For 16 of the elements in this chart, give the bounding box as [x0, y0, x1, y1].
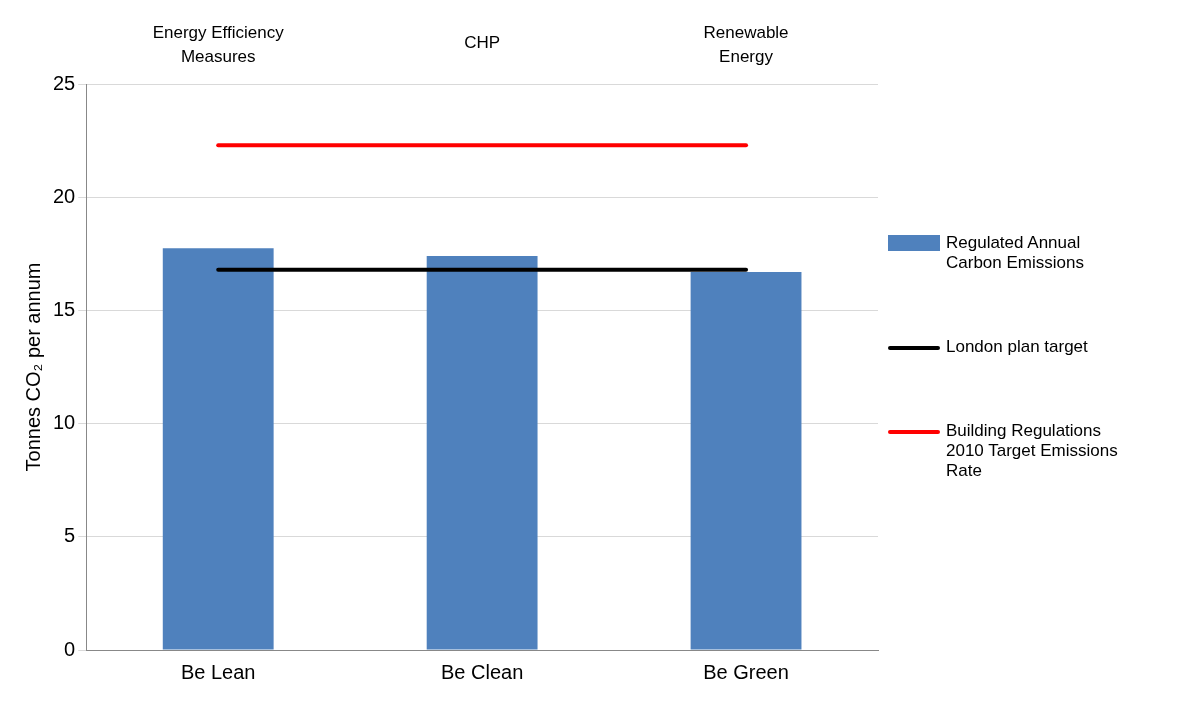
y-tick-label: 20 — [53, 184, 76, 207]
text: Renewable Energy — [703, 23, 789, 66]
legend-label: Regulated Annual Carbon Emissions — [946, 233, 1085, 273]
legend-label: London plan target — [946, 337, 1089, 357]
y-axis-title: Tonnes CO₂ per annum — [21, 262, 44, 472]
y-tick-label: 25 — [53, 71, 76, 94]
y-tick-label: 10 — [53, 411, 76, 434]
text: CHP — [464, 33, 501, 52]
x-tick-label: Be Lean — [180, 660, 256, 683]
y-tick-label: 15 — [53, 297, 76, 320]
x-tick-label: Be Clean — [440, 660, 524, 683]
text: Energy Efficiency Measures — [152, 23, 285, 66]
x-tick-label: Be Green — [703, 660, 789, 683]
legend-label: Building Regulations 2010 Target Emissions Rate — [946, 421, 1119, 481]
y-tick-label: 5 — [64, 524, 76, 547]
y-tick-label: 0 — [64, 637, 76, 660]
